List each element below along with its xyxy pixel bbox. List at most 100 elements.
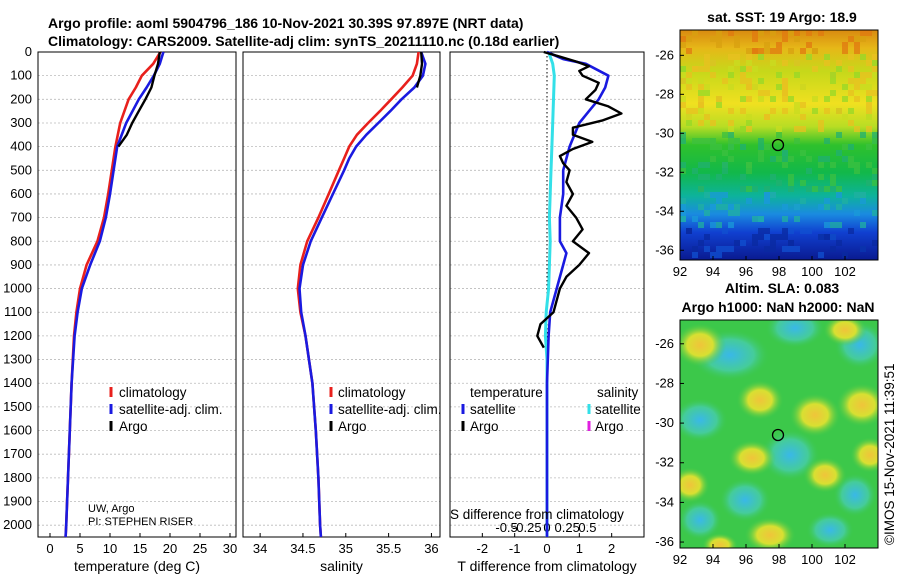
sst-pixel [680, 42, 686, 48]
x-tick-label: 25 [193, 541, 207, 556]
sst-argo-marker [771, 138, 785, 152]
sst-pixel [848, 120, 854, 126]
sst-pixel [806, 168, 812, 174]
sst-pixel [764, 234, 770, 240]
sst-pixel [704, 114, 710, 120]
sst-pixel [680, 96, 686, 102]
depth-tick-label: 700 [10, 210, 32, 225]
sla-high-anomaly [744, 517, 796, 548]
sst-pixel [740, 144, 746, 150]
temperature-panel: 0100200300400500600700800900100011001200… [3, 44, 237, 574]
sst-pixel [728, 138, 734, 144]
sst-pixel [842, 252, 848, 258]
sst-pixel [830, 234, 836, 240]
sst-pixel [686, 36, 692, 42]
depth-tick-label: 1600 [3, 423, 32, 438]
sst-pixel [686, 228, 692, 234]
lon-tick-label: 96 [739, 552, 753, 567]
depth-tick-label: 1400 [3, 375, 32, 390]
sst-pixel [848, 54, 854, 60]
sst-pixel [698, 162, 704, 168]
sst-pixel [758, 144, 764, 150]
sla-high-anomaly [736, 380, 784, 420]
sst-pixel [734, 54, 740, 60]
sst-pixel [854, 210, 860, 216]
sst-pixel [710, 252, 716, 258]
sst-pixel [812, 66, 818, 72]
sst-pixel [716, 198, 722, 204]
x-axis-label: temperature (deg C) [74, 558, 200, 574]
sst-pixel [680, 216, 686, 222]
sst-pixel [860, 132, 866, 138]
difference-legend: temperature salinity satellite Argo sate… [450, 385, 641, 522]
sst-pixel [872, 210, 878, 216]
sst-pixel [698, 78, 704, 84]
sst-pixel [746, 96, 752, 102]
sst-pixel [866, 180, 872, 186]
sst-pixel [722, 162, 728, 168]
sst-pixel [698, 120, 704, 126]
sst-pixel [818, 174, 824, 180]
line-t-satellite [545, 50, 610, 537]
legend-heading-salinity: salinity [597, 385, 639, 400]
sst-pixel [794, 216, 800, 222]
sst-pixel [866, 108, 872, 114]
legend-label-s-satellite: satellite [595, 402, 641, 417]
line-sal-argo [415, 51, 424, 88]
legend-label-satellite: satellite-adj. clim. [119, 402, 223, 417]
sst-pixel [818, 234, 824, 240]
sst-pixel [776, 48, 782, 54]
sst-pixel [758, 234, 764, 240]
sst-pixel [716, 246, 722, 252]
sst-pixel [806, 42, 812, 48]
s-tick-label: 0.5 [578, 520, 596, 535]
sst-pixel [842, 48, 848, 54]
sst-pixel [752, 216, 758, 222]
sla-high-anomaly [702, 533, 738, 548]
s-tick-label: -0.25 [512, 520, 542, 535]
sst-pixel [722, 78, 728, 84]
lat-tick-label: -26 [655, 336, 674, 351]
sst-pixel [752, 30, 758, 36]
sst-pixel [872, 174, 878, 180]
x-tick-label: 20 [163, 541, 177, 556]
sst-pixel [770, 30, 776, 36]
sst-pixel [728, 246, 734, 252]
sst-pixel [704, 246, 710, 252]
sst-pixel [716, 144, 722, 150]
sst-pixel [704, 192, 710, 198]
sla-high-anomaly [680, 323, 726, 367]
sst-pixel [716, 36, 722, 42]
sst-pixel [716, 30, 722, 36]
sst-pixel [848, 144, 854, 150]
sst-pixel [854, 168, 860, 174]
sst-pixel [680, 162, 686, 168]
sst-pixel [728, 222, 734, 228]
sst-pixel [872, 90, 878, 96]
sst-pixel [746, 198, 752, 204]
x-axis-label: T difference from climatology [457, 558, 636, 574]
x-tick-label: 0 [46, 541, 53, 556]
sst-pixel [854, 192, 860, 198]
sst-pixel [776, 126, 782, 132]
lon-tick-label: 92 [673, 264, 687, 279]
sst-pixel [788, 156, 794, 162]
sst-pixel [824, 108, 830, 114]
salinity-legend: climatology satellite-adj. clim. Argo [329, 385, 442, 434]
sst-pixel [860, 36, 866, 42]
sst-pixel [800, 180, 806, 186]
depth-tick-label: 300 [10, 115, 32, 130]
sst-pixel [794, 108, 800, 114]
sst-pixel [740, 126, 746, 132]
lat-tick-label: -32 [655, 455, 674, 470]
header-line-2: Climatology: CARS2009. Satellite-adj cli… [48, 33, 559, 49]
sla-low-anomaly [719, 478, 771, 522]
sst-pixel [776, 72, 782, 78]
salinity-panel: 34 34.5 35 35.5 36 salinity [242, 51, 441, 574]
sst-pixel [728, 126, 734, 132]
sst-pixel [824, 198, 830, 204]
sst-pixel [794, 36, 800, 42]
sst-pixel [704, 174, 710, 180]
sst-pixel [836, 66, 842, 72]
s-tick-label: 0.25 [555, 520, 580, 535]
